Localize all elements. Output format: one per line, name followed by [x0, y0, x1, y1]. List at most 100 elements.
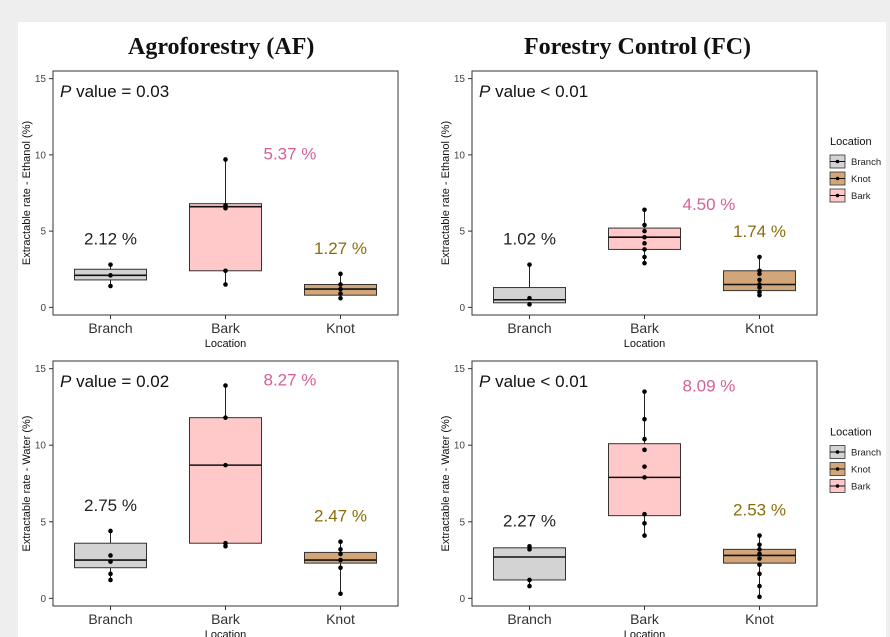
value-label-knot: 2.53 %: [733, 501, 786, 520]
x-tick-label-bark: Bark: [630, 320, 660, 336]
legend-label-branch: Branch: [851, 157, 881, 168]
data-point-bark: [642, 464, 647, 469]
data-point-bark: [642, 234, 647, 240]
y-tick-label: 0: [459, 303, 465, 314]
y-tick-label: 15: [454, 364, 466, 375]
data-point-branch: [108, 528, 113, 534]
data-point-knot: [338, 295, 343, 301]
value-label-branch: 2.12 %: [84, 230, 137, 249]
data-point-bark: [642, 533, 647, 538]
x-tick-label-branch: Branch: [507, 611, 551, 627]
panel-3: 0 5 10 15 Extractable rate - Water (%) Branch…: [21, 360, 399, 637]
legend-label-branch: Branch: [851, 448, 881, 459]
p-value-annotation: P value < 0.01: [479, 82, 588, 101]
data-point-knot: [338, 271, 343, 277]
x-tick-label-branch: Branch: [507, 320, 551, 336]
data-point-knot: [757, 551, 762, 557]
legend-label-knot: Knot: [851, 465, 871, 476]
data-point-bark: [642, 228, 647, 234]
data-point-branch: [108, 577, 113, 583]
value-label-knot: 1.74 %: [733, 222, 786, 241]
data-point-branch: [527, 302, 532, 307]
data-point-knot: [338, 291, 343, 296]
data-point-knot: [338, 551, 343, 557]
y-tick-label: 10: [35, 441, 47, 452]
data-point-knot: [757, 562, 762, 567]
data-point-knot: [757, 254, 762, 260]
value-label-bark: 8.27 %: [264, 371, 317, 390]
y-tick-label: 15: [35, 364, 47, 375]
data-point-bark: [642, 511, 647, 517]
x-tick-label-knot: Knot: [326, 320, 355, 336]
x-tick-label-knot: Knot: [326, 611, 355, 627]
y-tick-label: 5: [40, 227, 46, 238]
data-point-branch: [108, 273, 113, 278]
data-point-branch: [108, 571, 113, 577]
data-point-bark: [642, 247, 647, 252]
data-point-branch: [527, 295, 532, 301]
legend-title: Location: [830, 427, 872, 439]
legend: Location Branch Knot Bark: [829, 136, 881, 203]
data-point-bark: [642, 436, 647, 442]
y-tick-label: 5: [459, 517, 465, 528]
panel-4: 0 5 10 15 Extractable rate - Water (%) Branch…: [440, 360, 881, 637]
data-point-knot: [757, 533, 762, 538]
value-label-bark: 5.37 %: [264, 144, 317, 163]
title-agroforestry: Agroforestry (AF): [128, 34, 315, 60]
data-point-branch: [108, 262, 113, 267]
value-label-knot: 2.47 %: [314, 507, 367, 526]
data-point-bark: [642, 521, 647, 526]
y-tick-label: 0: [40, 303, 46, 314]
y-tick-label: 15: [454, 74, 466, 85]
data-point-knot: [757, 277, 762, 283]
data-point-knot: [757, 547, 762, 552]
data-point-bark: [642, 260, 647, 266]
p-value-annotation: P value < 0.01: [479, 372, 588, 391]
legend-label-bark: Bark: [851, 191, 871, 202]
y-tick-label: 5: [459, 227, 465, 238]
title-forestry-control: Forestry Control (FC): [524, 34, 752, 60]
data-point-bark: [642, 222, 647, 228]
x-tick-label-branch: Branch: [88, 611, 132, 627]
data-point-bark: [642, 389, 647, 394]
data-point-bark: [223, 540, 228, 546]
x-axis-label: Location: [624, 629, 666, 637]
x-tick-label-bark: Bark: [211, 320, 241, 336]
data-point-bark: [223, 157, 228, 162]
y-tick-label: 10: [454, 441, 466, 452]
data-point-knot: [757, 289, 762, 295]
data-point-knot: [338, 539, 343, 544]
data-point-bark: [223, 268, 228, 274]
x-tick-label-bark: Bark: [211, 611, 241, 627]
value-label-bark: 8.09 %: [683, 377, 736, 396]
boxplot-grid: 0 5 10 15 Extractable rate - Ethanol (%) Bran…: [21, 70, 881, 637]
data-point-bark: [642, 207, 647, 213]
legend-key-dot: [835, 450, 840, 454]
data-point-bark: [223, 202, 228, 208]
data-point-branch: [527, 583, 532, 589]
y-axis-label: Extractable rate - Water (%): [21, 416, 33, 552]
data-point-bark: [642, 254, 647, 260]
data-point-branch: [527, 262, 532, 267]
data-point-bark: [223, 462, 228, 468]
x-tick-label-knot: Knot: [745, 320, 774, 336]
panel-1: 0 5 10 15 Extractable rate - Ethanol (%) Bran…: [21, 70, 399, 350]
data-point-knot: [757, 542, 762, 548]
p-value-annotation: P value = 0.03: [60, 82, 169, 101]
data-point-knot: [757, 556, 762, 561]
y-tick-label: 5: [40, 517, 46, 528]
value-label-knot: 1.27 %: [314, 239, 367, 258]
legend-key-dot: [835, 193, 840, 198]
data-point-knot: [757, 268, 762, 274]
legend: Location Branch Knot Bark: [829, 427, 881, 493]
data-point-branch: [527, 543, 532, 549]
x-tick-label-knot: Knot: [745, 611, 774, 627]
y-tick-label: 0: [459, 594, 465, 605]
value-label-branch: 2.75 %: [84, 496, 137, 515]
data-point-bark: [642, 447, 647, 453]
data-point-knot: [338, 557, 343, 563]
data-point-branch: [527, 577, 532, 583]
data-point-bark: [642, 416, 647, 422]
legend-label-bark: Bark: [851, 482, 871, 493]
x-axis-label: Location: [205, 629, 247, 637]
